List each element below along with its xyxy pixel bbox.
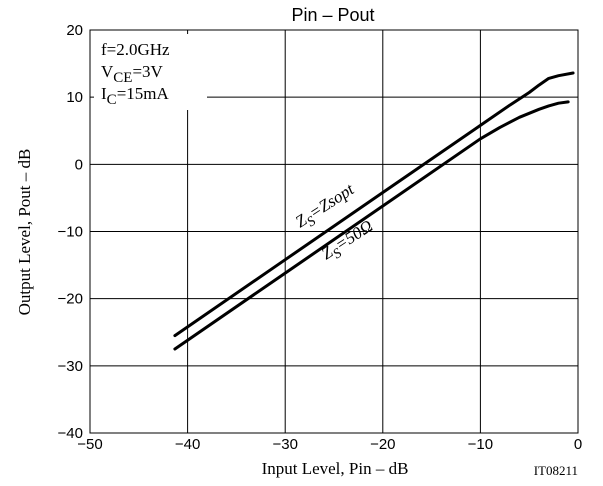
x-tick-label: −40 bbox=[175, 436, 200, 453]
x-tick-labels: −50 −40 −30 −20 −10 0 bbox=[77, 436, 582, 453]
y-tick-label: 10 bbox=[66, 89, 83, 106]
x-axis-label: Input Level, Pin – dB bbox=[262, 459, 409, 478]
condition-line: IC=15mA bbox=[101, 84, 169, 108]
series-label-2: ZS=50Ω bbox=[318, 216, 379, 267]
y-tick-label: −30 bbox=[58, 358, 83, 375]
x-tick-label: −30 bbox=[272, 436, 297, 453]
series-line-1 bbox=[173, 71, 575, 338]
y-tick-label: −40 bbox=[58, 425, 83, 442]
y-tick-label: 20 bbox=[66, 22, 83, 39]
x-tick-label: −10 bbox=[468, 436, 493, 453]
condition-line: VCE=3V bbox=[101, 62, 164, 86]
y-tick-label: −10 bbox=[58, 224, 83, 241]
series bbox=[173, 71, 575, 351]
figure-id: IT08211 bbox=[534, 463, 578, 478]
y-tick-labels: −40 −30 −20 −10 0 10 20 bbox=[58, 22, 83, 442]
conditions-background bbox=[94, 34, 207, 110]
condition-line: f=2.0GHz bbox=[101, 40, 170, 59]
y-axis-label: Output Level, Pout – dB bbox=[15, 149, 34, 316]
x-tick-label: 0 bbox=[574, 436, 582, 453]
series-line-2 bbox=[173, 100, 570, 351]
plot-frame bbox=[89, 29, 579, 434]
x-tick-label: −50 bbox=[77, 436, 102, 453]
grid bbox=[90, 30, 578, 433]
x-tick-label: −20 bbox=[370, 436, 395, 453]
y-tick-label: −20 bbox=[58, 291, 83, 308]
y-tick-label: 0 bbox=[75, 156, 83, 173]
chart-title: Pin – Pout bbox=[291, 5, 374, 25]
